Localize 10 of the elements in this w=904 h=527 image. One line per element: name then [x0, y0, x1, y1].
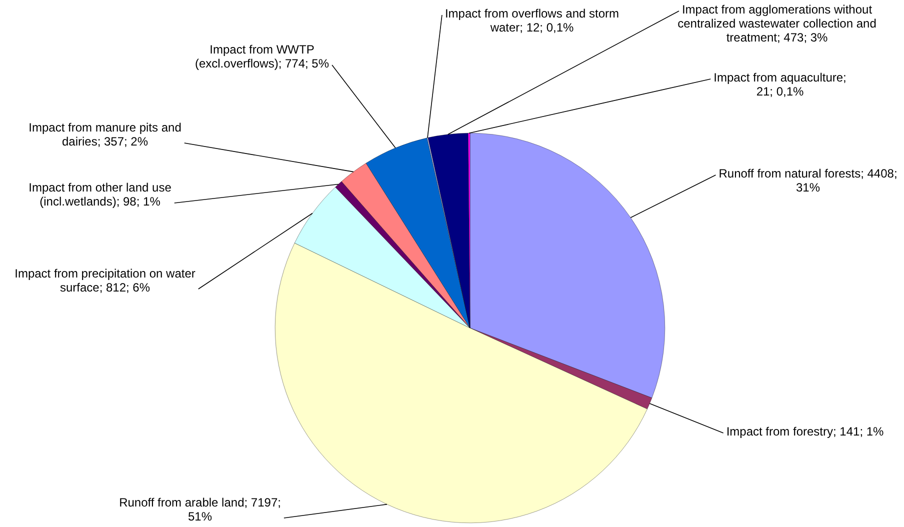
slice-label: Runoff from natural forests; 4408; 31% [718, 166, 898, 194]
slice-label: Impact from WWTP (excl.overflows); 774; 5% [194, 42, 330, 70]
slice-label: Impact from aquaculture; 21; 0,1% [714, 70, 846, 98]
slice-label: Runoff from arable land; 7197; 51% [119, 495, 281, 524]
slice-label: Impact from other land use (incl.wetlands); 98; 1% [28, 180, 172, 208]
slice-label: Impact from manure pits and dairies; 357; 2% [28, 120, 182, 148]
slice-label: Impact from precipitation on water surface; 812; 6% [14, 266, 196, 294]
slice-label: Impact from forestry; 141; 1% [726, 424, 884, 438]
slice-label: Impact from overflows and storm water; 12; 0,1% [444, 6, 620, 34]
slice-label: Impact from agglomerations without centralized wastewater collection and treatment; 473; 3% [678, 2, 876, 44]
